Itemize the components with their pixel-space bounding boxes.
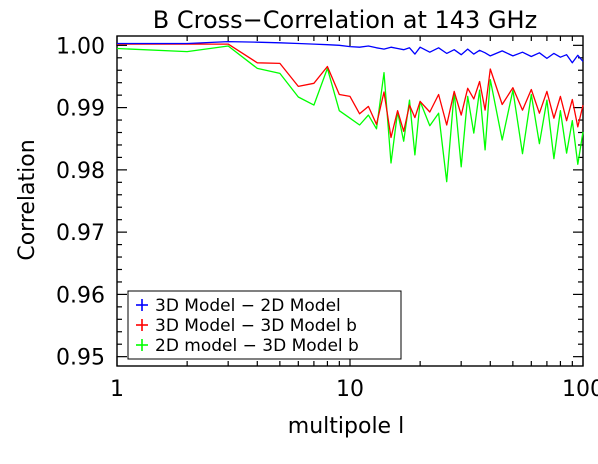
x-tick-label: 10 [336, 377, 364, 402]
y-tick-label: 0.95 [56, 346, 105, 371]
x-tick-label: 100 [562, 377, 598, 402]
y-tick-label: 0.99 [56, 97, 105, 122]
series-line-3 [116, 45, 584, 183]
x-axis: 1 10 100 [110, 36, 598, 402]
chart-title: B Cross−Correlation at 143 GHz [153, 6, 537, 34]
y-axis-label: Correlation [15, 139, 40, 260]
series-line-2 [117, 43, 584, 139]
legend-label: 2D model − 3D Model b [155, 336, 359, 356]
series-layer [116, 40, 584, 183]
x-axis-label: multipole l [288, 414, 404, 439]
y-tick-label: 0.97 [56, 221, 105, 246]
y-tick-label: 0.98 [56, 159, 105, 184]
legend-box [127, 290, 402, 360]
legend-label: 3D Model − 3D Model b [155, 316, 357, 336]
y-tick-label: 0.96 [56, 283, 105, 308]
y-tick-label: 1.00 [56, 34, 105, 59]
legend-label: 3D Model − 2D Model [155, 296, 341, 316]
x-tick-label: 1 [110, 377, 124, 402]
y-axis: 0.95 0.96 0.97 0.98 0.99 1.00 [56, 34, 583, 371]
series-line-1 [117, 40, 584, 64]
